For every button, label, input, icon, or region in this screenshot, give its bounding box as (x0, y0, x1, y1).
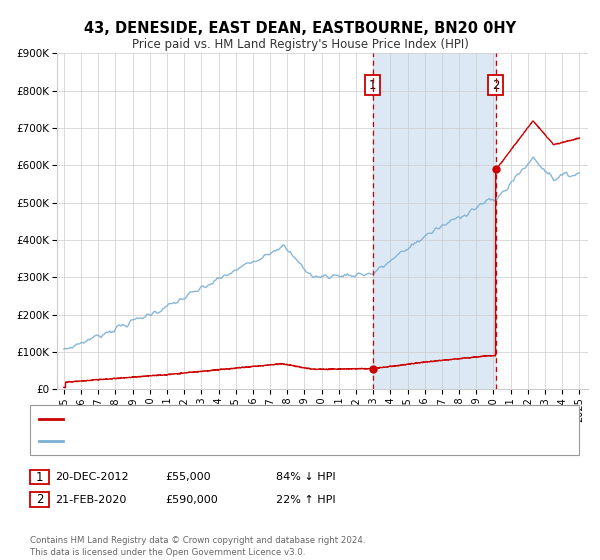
Text: 1: 1 (36, 470, 43, 484)
Text: 22% ↑ HPI: 22% ↑ HPI (276, 494, 335, 505)
Text: £590,000: £590,000 (165, 494, 218, 505)
Text: 43, DENESIDE, EAST DEAN, EASTBOURNE, BN20 0HY: 43, DENESIDE, EAST DEAN, EASTBOURNE, BN2… (84, 21, 516, 36)
Bar (373, 53, 496, 389)
Text: 2: 2 (492, 78, 499, 92)
Text: HPI: Average price, detached house, Wealden: HPI: Average price, detached house, Weal… (67, 436, 305, 446)
Text: 1: 1 (369, 78, 376, 92)
Text: Price paid vs. HM Land Registry's House Price Index (HPI): Price paid vs. HM Land Registry's House … (131, 38, 469, 50)
Text: 20-DEC-2012: 20-DEC-2012 (55, 472, 129, 482)
Text: £55,000: £55,000 (165, 472, 211, 482)
Text: 84% ↓ HPI: 84% ↓ HPI (276, 472, 335, 482)
Text: 43, DENESIDE, EAST DEAN, EASTBOURNE, BN20 0HY (detached house): 43, DENESIDE, EAST DEAN, EASTBOURNE, BN2… (67, 414, 436, 424)
Text: 2: 2 (36, 493, 43, 506)
Text: 21-FEB-2020: 21-FEB-2020 (55, 494, 127, 505)
Text: Contains HM Land Registry data © Crown copyright and database right 2024.
This d: Contains HM Land Registry data © Crown c… (30, 536, 365, 557)
